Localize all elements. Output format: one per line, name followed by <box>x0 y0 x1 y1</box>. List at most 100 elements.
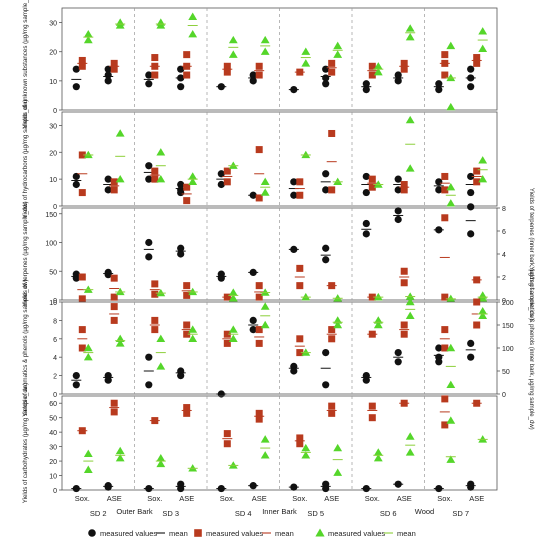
point-inner-bark <box>255 71 263 79</box>
point-outer-bark <box>362 86 370 94</box>
point-outer-bark <box>217 170 225 178</box>
point-wood <box>478 307 488 315</box>
point-inner-bark <box>183 404 191 412</box>
point-wood <box>333 443 343 452</box>
point-wood <box>260 302 270 310</box>
point-inner-bark <box>255 326 263 334</box>
point-inner-bark <box>368 71 376 79</box>
point-wood <box>373 62 383 70</box>
point-wood <box>405 448 415 456</box>
y-tick-label: 30 <box>49 445 57 452</box>
point-outer-bark <box>467 65 475 73</box>
point-outer-bark <box>177 244 185 252</box>
point-inner-bark <box>473 298 481 306</box>
y-tick-label: 40 <box>49 430 57 437</box>
point-inner-bark <box>441 172 449 180</box>
point-wood <box>156 453 166 462</box>
point-inner-bark <box>441 395 449 403</box>
point-outer-bark <box>435 358 443 366</box>
point-inner-bark <box>110 303 118 311</box>
point-wood <box>188 325 198 333</box>
point-wood <box>115 21 125 29</box>
y-axis-label: Yields of aromatics & phenols (µg/mg sam… <box>22 279 29 416</box>
point-inner-bark <box>223 440 231 448</box>
point-inner-bark <box>78 273 86 281</box>
y-axis-label: Yields of unknown substances (µg/mg samp… <box>22 0 29 129</box>
point-wood <box>301 348 311 356</box>
point-outer-bark <box>217 274 225 282</box>
legend-label: measured values <box>100 529 157 538</box>
point-inner-bark <box>328 59 336 67</box>
point-outer-bark <box>467 83 475 91</box>
point-wood <box>156 459 166 468</box>
point-wood <box>83 465 93 473</box>
point-outer-bark <box>467 172 475 181</box>
point-inner-bark <box>296 264 304 272</box>
legend-label: mean <box>169 529 188 538</box>
point-outer-bark <box>362 376 370 384</box>
point-wood <box>478 27 488 35</box>
point-inner-bark <box>368 402 376 410</box>
point-inner-bark <box>255 282 263 290</box>
point-outer-bark <box>145 238 153 247</box>
point-outer-bark <box>177 65 185 73</box>
point-inner-bark <box>441 293 449 301</box>
point-outer-bark <box>467 188 475 197</box>
point-wood <box>333 50 343 58</box>
y-tick-label: 50 <box>49 269 57 276</box>
point-wood <box>228 50 238 58</box>
point-wood <box>83 343 93 352</box>
point-wood <box>405 164 415 172</box>
point-outer-bark <box>394 175 402 183</box>
point-inner-bark <box>441 214 449 222</box>
point-wood <box>156 288 166 297</box>
point-inner-bark <box>368 62 376 70</box>
point-inner-bark <box>473 59 481 67</box>
point-inner-bark <box>296 349 304 357</box>
point-inner-bark <box>255 62 263 70</box>
y-axis-label: Yields of hydrocarbons (µg/mg sample_dw) <box>22 100 29 219</box>
point-inner-bark <box>223 330 231 338</box>
point-outer-bark <box>322 349 330 357</box>
x-group-label: SD 3 <box>162 509 179 518</box>
point-inner-bark <box>183 330 191 338</box>
point-inner-bark <box>255 339 263 347</box>
point-inner-bark <box>473 54 481 62</box>
point-outer-bark <box>362 80 370 88</box>
y-right-tick-label: 0 <box>502 298 506 305</box>
point-outer-bark <box>362 219 370 228</box>
point-outer-bark <box>104 186 112 194</box>
point-wood <box>301 59 311 67</box>
y-tick-label: 0 <box>53 488 57 495</box>
y-tick-label: 10 <box>49 177 57 184</box>
point-wood <box>478 44 488 52</box>
y-right-tick-label: 4 <box>502 252 506 259</box>
point-outer-bark <box>72 65 80 73</box>
x-method-label: ASE <box>397 494 412 503</box>
x-method-label: ASE <box>469 494 484 503</box>
point-inner-bark <box>328 335 336 343</box>
point-outer-bark <box>435 86 443 94</box>
point-inner-bark <box>183 71 191 79</box>
point-wood <box>405 115 415 124</box>
point-outer-bark <box>467 230 475 238</box>
point-outer-bark <box>177 250 185 258</box>
point-wood <box>156 148 166 156</box>
y-right-tick-label: 6 <box>502 229 506 236</box>
point-inner-bark <box>151 54 159 62</box>
point-inner-bark <box>78 189 86 197</box>
point-wood <box>446 183 456 191</box>
point-outer-bark <box>394 77 402 85</box>
point-inner-bark <box>400 330 408 338</box>
point-outer-bark <box>322 256 330 264</box>
point-wood <box>478 311 488 319</box>
point-wood <box>188 30 198 38</box>
y-right-axis-label: Yields of aromatics & phenols (inner bar… <box>528 266 534 429</box>
point-outer-bark <box>467 483 475 491</box>
point-inner-bark <box>296 191 304 199</box>
x-method-label: ASE <box>179 494 194 503</box>
point-inner-bark <box>110 408 118 416</box>
point-outer-bark <box>435 186 443 194</box>
point-wood <box>373 448 383 456</box>
point-outer-bark <box>362 230 370 238</box>
